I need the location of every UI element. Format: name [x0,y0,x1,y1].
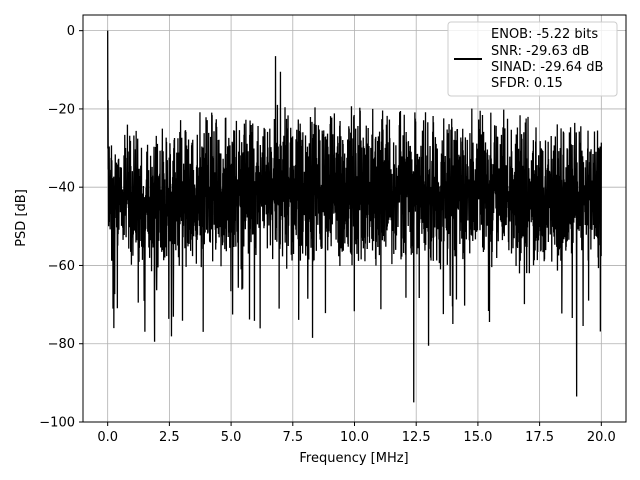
x-tick-label: 7.5 [282,430,303,445]
y-tick-label: −20 [48,102,75,117]
x-axis-label: Frequency [MHz] [299,451,408,466]
legend: ENOB: -5.22 bits SNR: -29.63 dB SINAD: -… [447,21,618,97]
y-axis-ticks: 0 −20 −40 −60 −80 −100 [39,24,83,431]
legend-snr: SNR: -29.63 dB [491,44,589,59]
y-tick-label: −40 [48,181,75,196]
y-tick-label: 0 [67,24,75,39]
x-tick-label: 2.5 [159,430,180,445]
x-tick-label: 12.5 [402,430,431,445]
psd-line [107,30,602,403]
x-tick-label: 10.0 [340,430,369,445]
x-tick-label: 0.0 [97,430,118,445]
x-tick-label: 5.0 [221,430,242,445]
legend-sinad: SINAD: -29.64 dB [491,60,603,75]
y-tick-label: −100 [39,416,75,431]
x-tick-label: 20.0 [587,430,616,445]
legend-box [447,21,618,97]
x-axis-ticks: 0.0 2.5 5.0 7.5 10.0 12.5 15.0 17.5 20.0 [97,422,616,445]
y-axis-label: PSD [dB] [14,189,29,247]
x-tick-label: 17.5 [525,430,554,445]
legend-enob: ENOB: -5.22 bits [491,27,598,42]
y-tick-label: −60 [48,259,75,274]
psd-trace [107,30,602,403]
y-tick-label: −80 [48,337,75,352]
legend-sfdr: SFDR: 0.15 [491,76,563,91]
x-tick-label: 15.0 [463,430,492,445]
